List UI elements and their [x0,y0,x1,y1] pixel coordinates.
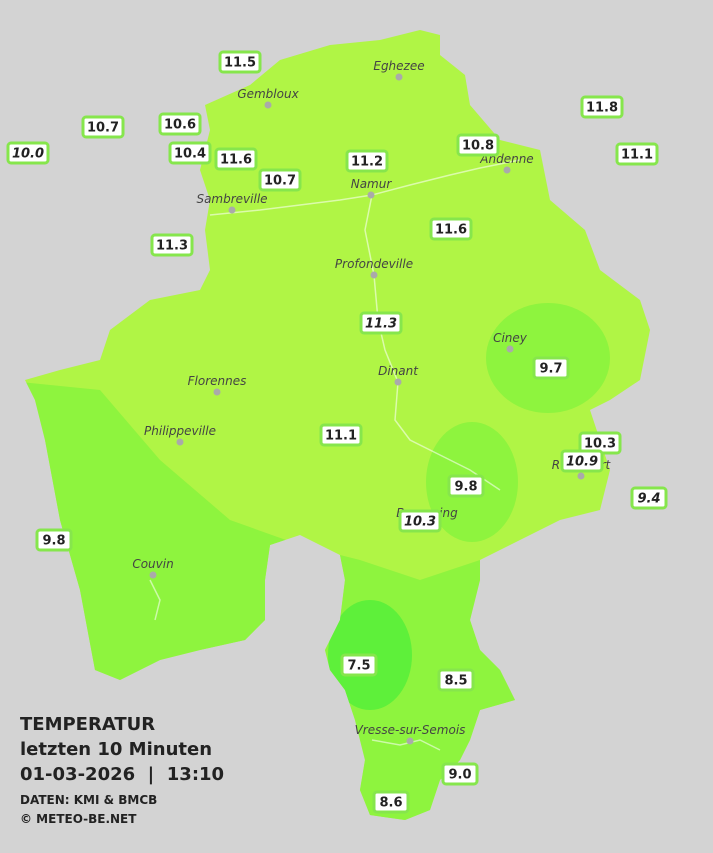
station-temp: 10.3 [404,515,436,530]
city-dot [228,206,236,214]
station-box [158,112,202,136]
city-name: Namur [351,177,393,191]
station-temp: 9.4 [637,492,660,507]
station-box [345,149,389,173]
city-dot [395,73,403,81]
station-box [441,762,479,786]
station-box [81,115,125,139]
station-box [319,423,363,447]
station-box [340,653,378,677]
city-dot [406,737,414,745]
city-dot [577,472,585,480]
station-temp: 11.3 [156,239,188,254]
city-name: Gembloux [237,87,299,101]
city-name: Ciney [493,331,528,345]
city-dot [213,388,221,396]
city-dot [503,166,511,174]
station-temp: 9.7 [539,362,562,377]
station-box [6,141,50,165]
station-temp: 8.5 [444,674,467,689]
station-box [532,356,570,380]
legend: TEMPERATUR letzten 10 Minuten 01-03-2026… [20,714,224,826]
station-box [214,147,258,171]
city-dot [264,101,272,109]
city-dot [370,271,378,279]
legend-datetime: 01-03-2026 | 13:10 [20,764,224,785]
legend-source: DATEN: KMI & BMCB [20,793,157,807]
station-temp: 10.7 [264,174,296,189]
station-box [615,142,659,166]
station-temp: 9.0 [448,768,471,783]
station-box [258,168,302,192]
station-temp: 11.8 [586,101,618,116]
city-name: Profondeville [335,257,413,271]
city-dot [149,571,157,579]
legend-title: TEMPERATUR [20,714,155,735]
city-name: Couvin [132,557,173,571]
station-temp: 11.1 [325,429,357,444]
station-box [372,790,410,814]
station-temp: 11.6 [220,153,252,168]
legend-period: letzten 10 Minuten [20,739,212,760]
station-box [560,449,604,473]
station-temp: 10.7 [87,121,119,136]
station-temp: 10.8 [462,139,494,154]
legend-copyright: © METEO-BE.NET [20,812,137,826]
station-box [429,217,473,241]
station-temp: 9.8 [454,480,477,495]
station-temp: 10.3 [584,437,616,452]
station-box [168,141,212,165]
station-box [218,50,262,74]
station-box [437,668,475,692]
station-temp: 11.5 [224,56,256,71]
city-name: Philippeville [144,424,216,438]
station-temp: 11.2 [351,155,383,170]
station-temp: 11.3 [365,317,397,332]
city-name: Vresse-sur-Semois [355,723,466,737]
station-temp: 10.6 [164,118,196,133]
station-temp: 8.6 [379,796,402,811]
station-temp: 10.0 [12,147,44,162]
city-name: Sambreville [196,192,267,206]
station-temp: 10.9 [566,455,598,470]
station-box [150,233,194,257]
city-dot [367,191,375,199]
station-temp: 11.6 [435,223,467,238]
station-box [359,311,403,335]
city-dot [394,378,402,386]
station-box [398,509,442,533]
station-temp: 9.8 [42,534,65,549]
station-temp: 7.5 [347,659,370,674]
station-temp: 10.4 [174,147,206,162]
station-box [456,133,500,157]
city-name: Florennes [188,374,247,388]
station-temp: 11.1 [621,148,653,163]
station-box [580,95,624,119]
city-dot [176,438,184,446]
station-box [447,474,485,498]
station-box [630,486,668,510]
city-name: Eghezee [373,59,424,73]
city-dot [506,345,514,353]
station-box [35,528,73,552]
city-name: Dinant [378,364,419,378]
